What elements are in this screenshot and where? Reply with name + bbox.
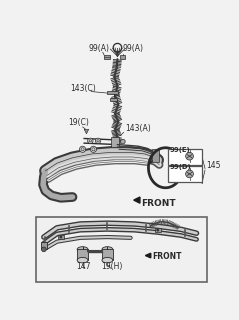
Text: 145: 145 xyxy=(206,161,221,170)
Bar xyxy=(111,137,119,147)
Circle shape xyxy=(80,146,86,152)
Text: 99(D): 99(D) xyxy=(169,164,191,170)
Circle shape xyxy=(88,138,93,143)
Bar xyxy=(102,249,113,260)
Bar xyxy=(120,55,125,59)
Circle shape xyxy=(60,236,62,238)
Ellipse shape xyxy=(77,258,88,263)
Bar xyxy=(36,217,206,282)
Bar xyxy=(41,242,47,249)
Ellipse shape xyxy=(102,247,113,252)
Circle shape xyxy=(90,146,97,152)
Text: 99(E): 99(E) xyxy=(169,147,190,153)
Text: 19(C): 19(C) xyxy=(69,118,89,127)
Ellipse shape xyxy=(102,258,113,263)
Circle shape xyxy=(186,170,193,178)
Text: 19(H): 19(H) xyxy=(101,262,123,271)
Text: FRONT: FRONT xyxy=(152,252,182,261)
Polygon shape xyxy=(134,197,140,203)
Text: 99(A): 99(A) xyxy=(123,44,144,53)
Circle shape xyxy=(120,139,125,144)
Text: 143(A): 143(A) xyxy=(125,124,151,133)
Circle shape xyxy=(42,247,46,252)
Bar xyxy=(58,235,64,239)
Bar xyxy=(168,148,202,165)
Circle shape xyxy=(186,152,193,160)
Ellipse shape xyxy=(77,247,88,252)
Bar xyxy=(152,149,158,162)
Text: 147: 147 xyxy=(76,262,91,271)
Bar xyxy=(77,249,88,260)
Bar xyxy=(168,166,202,182)
Bar xyxy=(110,98,117,101)
Text: FRONT: FRONT xyxy=(141,199,176,208)
Circle shape xyxy=(95,138,101,143)
Text: 143(C): 143(C) xyxy=(70,84,96,93)
Polygon shape xyxy=(145,253,151,258)
Text: 99(A): 99(A) xyxy=(89,44,110,53)
Bar xyxy=(107,91,118,94)
Polygon shape xyxy=(84,129,89,134)
Circle shape xyxy=(156,229,159,231)
Bar xyxy=(104,55,110,59)
Bar xyxy=(155,228,161,232)
